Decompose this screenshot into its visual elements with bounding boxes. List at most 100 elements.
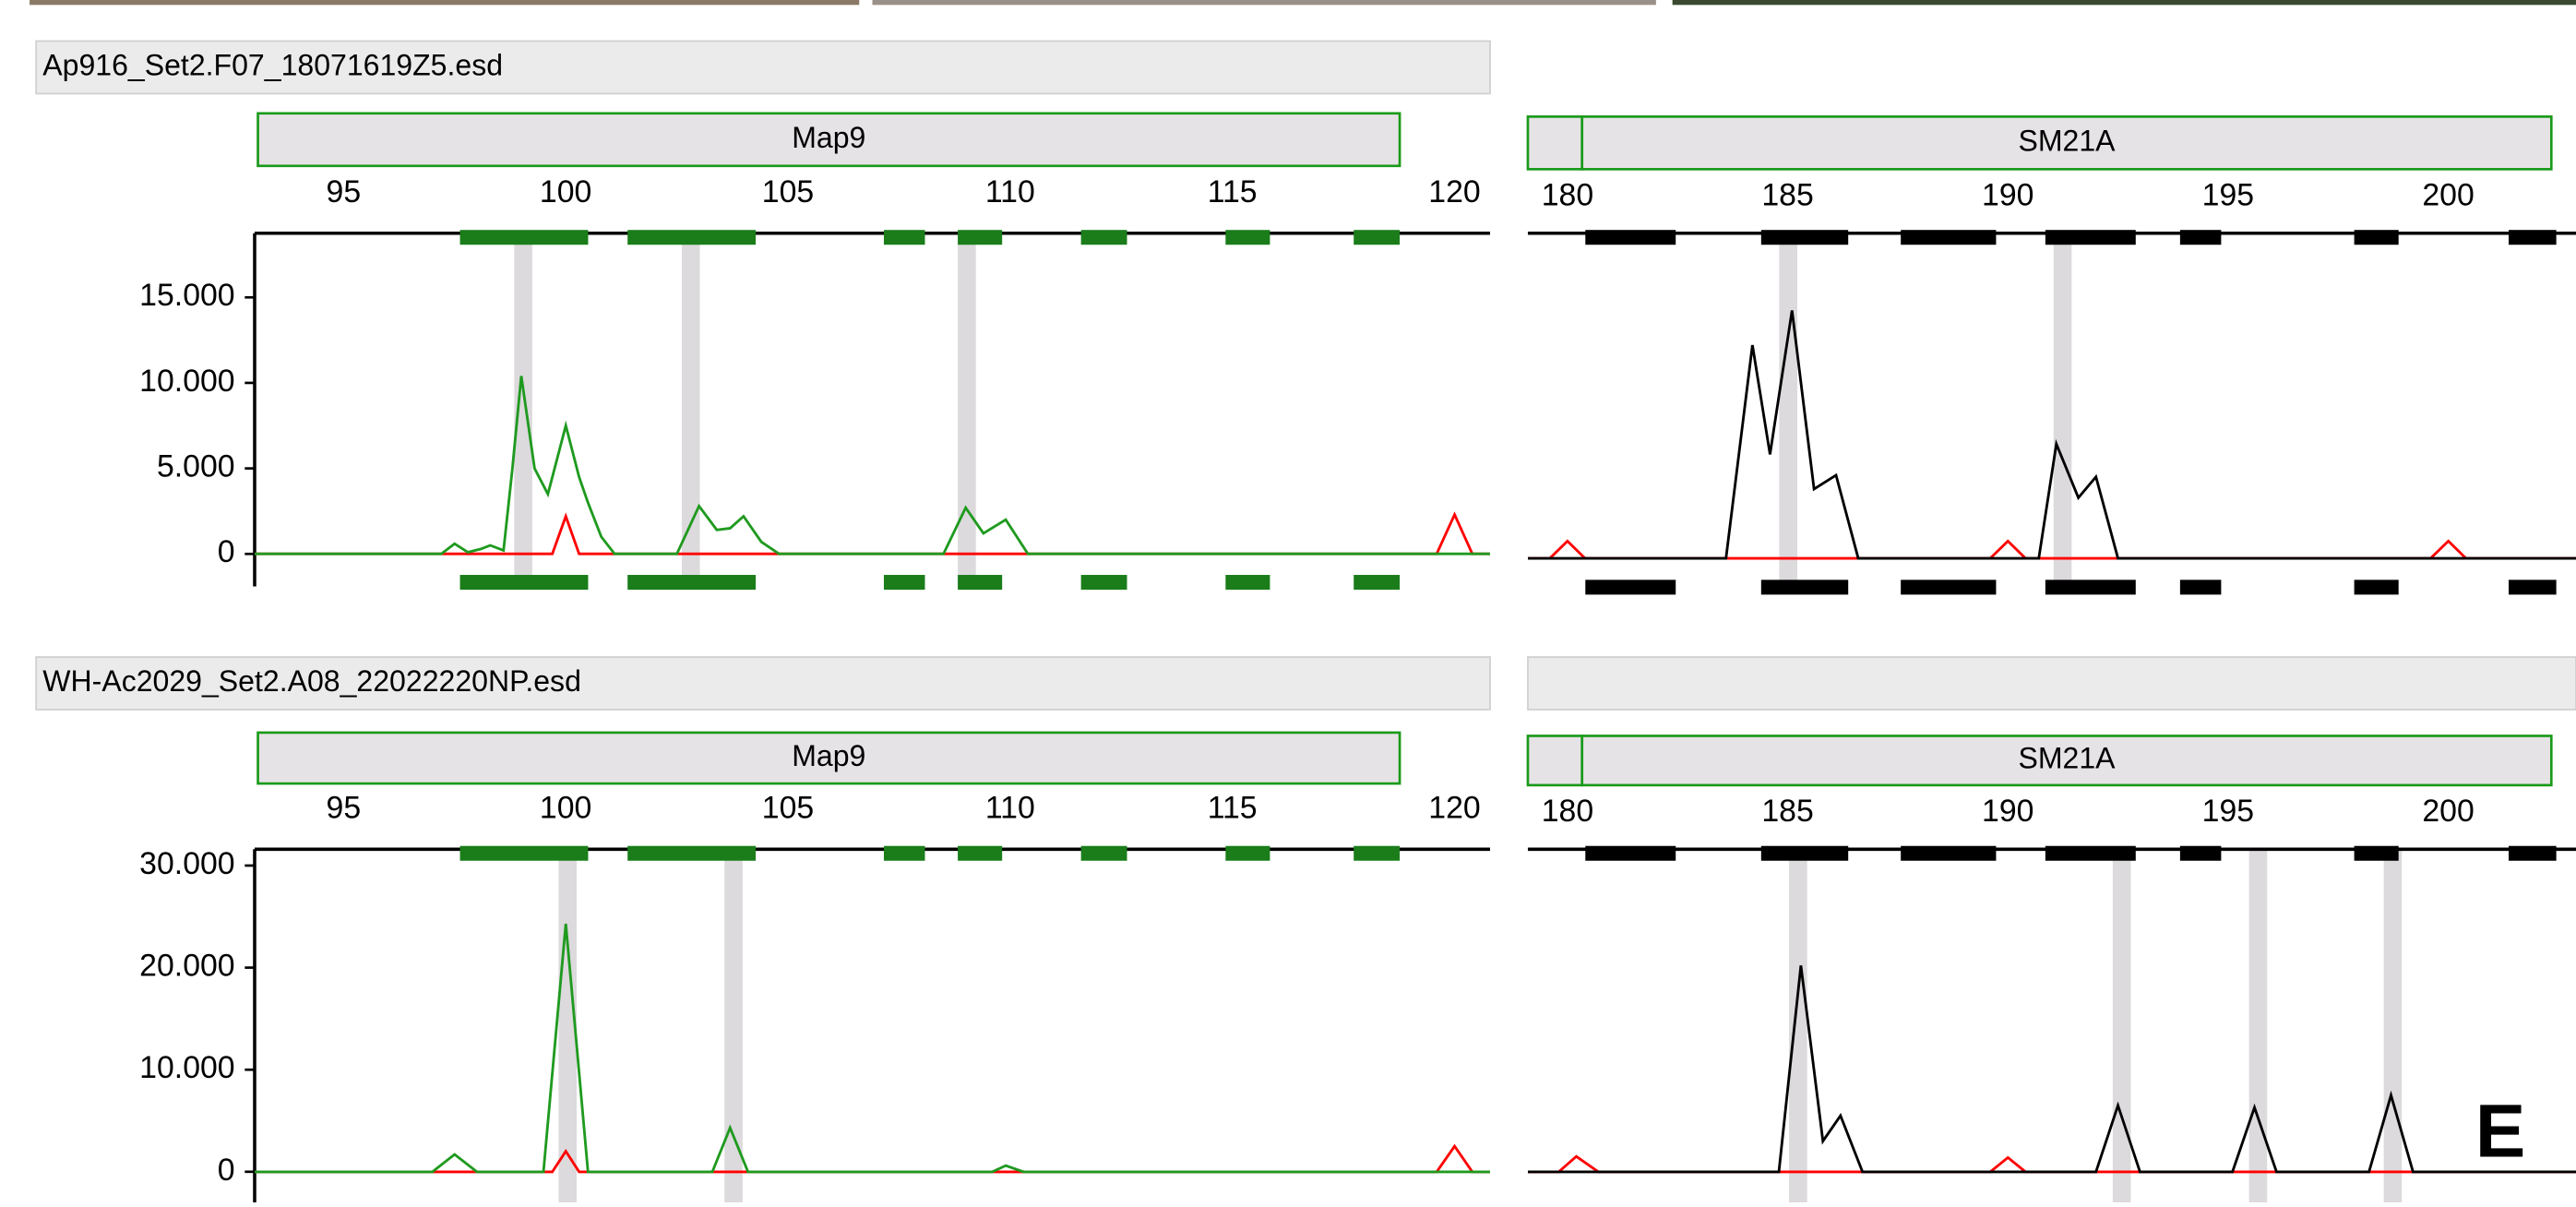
- x-tick-label: 190: [1982, 178, 2033, 213]
- marker-name: Map9: [792, 739, 865, 772]
- bin: [2045, 580, 2136, 595]
- bin: [883, 845, 925, 861]
- allele-band: [2383, 849, 2403, 1202]
- bin: [2508, 230, 2557, 245]
- x-tick-label: 95: [327, 791, 362, 826]
- bin: [1080, 845, 1127, 861]
- y-tick-label: 30.000: [139, 846, 234, 881]
- thumbnail: [872, 0, 1656, 6]
- allele-band: [558, 849, 577, 1202]
- bin: [1901, 845, 1997, 861]
- trace: [1527, 965, 2576, 1174]
- marker-box: [256, 112, 1401, 168]
- allele-band: [681, 233, 700, 587]
- file-name: Ap916_Set2.F07_18071619Z5.esd: [42, 48, 503, 81]
- trace: [254, 1143, 1491, 1174]
- bin: [1080, 575, 1127, 591]
- x-tick-label: 115: [1208, 174, 1258, 209]
- allele-band: [724, 849, 743, 1202]
- y-tick-label: 10.000: [139, 1050, 234, 1085]
- bin: [459, 575, 589, 591]
- x-tick-label: 200: [2422, 178, 2474, 213]
- marker-box: [1580, 115, 2553, 171]
- file-name: WH-Ac2029_Set2.A08_22022220NP.esd: [42, 664, 581, 698]
- bin: [2045, 230, 2136, 245]
- bin: [1585, 580, 1676, 595]
- bin: [2179, 845, 2222, 861]
- bin: [2354, 580, 2399, 595]
- bin: [1225, 230, 1270, 245]
- bin: [958, 230, 1003, 245]
- file-header: [1527, 656, 2576, 711]
- marker-box: [1526, 115, 1584, 171]
- trace: [1527, 539, 2576, 560]
- trace: [1527, 1154, 2576, 1174]
- bin: [1225, 845, 1270, 861]
- x-tick-label: 185: [1761, 794, 1813, 829]
- bin: [2508, 580, 2557, 595]
- marker-box: [1580, 735, 2553, 787]
- x-tick-label: 195: [2202, 794, 2254, 829]
- y-tick-label: 15.000: [139, 278, 234, 313]
- bin: [1760, 845, 1849, 861]
- trace: [254, 511, 1491, 556]
- y-tick-label: 0: [218, 1153, 235, 1188]
- file-header: [35, 656, 1491, 711]
- bin: [2354, 845, 2399, 861]
- bin: [2179, 580, 2222, 595]
- allele-band: [958, 233, 976, 587]
- bin: [627, 845, 757, 861]
- allele-band: [2112, 849, 2131, 1202]
- x-tick-label: 105: [762, 174, 814, 209]
- x-tick-label: 180: [1542, 794, 1593, 829]
- x-tick-label: 195: [2202, 178, 2254, 213]
- bin: [459, 230, 589, 245]
- trace: [254, 923, 1491, 1174]
- file-header: [35, 40, 1491, 95]
- trace: [1527, 310, 2576, 560]
- bin: [627, 230, 757, 245]
- allele-band: [514, 233, 532, 587]
- x-tick-label: 120: [1428, 174, 1480, 209]
- y-tick-label: 0: [218, 534, 235, 569]
- x-tick-label: 180: [1542, 178, 1593, 213]
- bin: [1354, 845, 1401, 861]
- x-tick-label: 100: [540, 791, 591, 826]
- bin: [1901, 230, 1997, 245]
- bin: [459, 845, 589, 861]
- bin: [1354, 230, 1401, 245]
- x-tick-label: 200: [2422, 794, 2474, 829]
- bin: [1225, 575, 1270, 591]
- y-tick-label: 5.000: [157, 449, 235, 484]
- x-tick-label: 100: [540, 174, 591, 209]
- bin: [2508, 845, 2557, 861]
- x-tick-label: 95: [327, 174, 362, 209]
- x-tick-label: 110: [985, 791, 1035, 826]
- bin: [1760, 230, 1849, 245]
- marker-name: Map9: [792, 121, 865, 154]
- x-tick-label: 120: [1428, 791, 1480, 826]
- bin: [1901, 580, 1997, 595]
- bin: [1354, 575, 1401, 591]
- allele-band: [1779, 233, 1797, 592]
- bin: [883, 575, 925, 591]
- bin: [627, 575, 757, 591]
- marker-name: SM21A: [2018, 124, 2116, 157]
- bin: [883, 230, 925, 245]
- bin: [1585, 230, 1676, 245]
- bin: [2045, 845, 2136, 861]
- x-tick-label: 105: [762, 791, 814, 826]
- x-tick-label: 185: [1761, 178, 1813, 213]
- allele-band: [1789, 849, 1807, 1202]
- y-tick-label: 10.000: [139, 364, 234, 399]
- allele-band: [2248, 849, 2268, 1202]
- bin: [958, 845, 1003, 861]
- bin: [1080, 230, 1127, 245]
- bin: [1585, 845, 1676, 861]
- allele-band: [2053, 233, 2072, 592]
- x-tick-label: 115: [1208, 791, 1258, 826]
- bin: [1760, 580, 1849, 595]
- panel-label: E: [2475, 1089, 2526, 1173]
